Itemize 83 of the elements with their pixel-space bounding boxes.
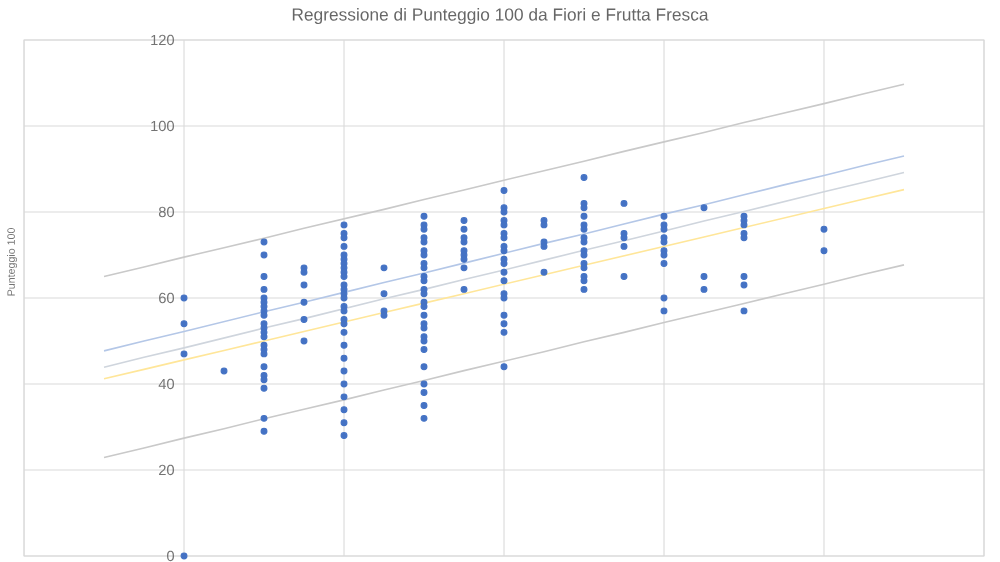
point <box>420 212 428 220</box>
point <box>340 234 348 242</box>
point <box>660 260 668 268</box>
point <box>660 294 668 302</box>
point <box>340 354 348 362</box>
point <box>500 260 508 268</box>
point <box>460 225 468 233</box>
point <box>500 311 508 319</box>
point <box>420 303 428 311</box>
point <box>500 234 508 242</box>
point <box>700 285 708 293</box>
point <box>420 277 428 285</box>
point <box>660 307 668 315</box>
point <box>620 242 628 250</box>
point <box>620 273 628 280</box>
point <box>420 389 428 397</box>
point <box>580 204 588 212</box>
point <box>580 174 588 182</box>
point <box>340 221 348 229</box>
point <box>260 363 268 371</box>
point <box>540 268 548 276</box>
point <box>180 320 188 328</box>
point <box>260 384 268 392</box>
point <box>580 277 588 285</box>
point <box>500 363 508 371</box>
point <box>260 427 268 435</box>
point <box>340 380 348 388</box>
point <box>340 273 348 280</box>
point <box>620 234 628 242</box>
point <box>300 281 308 289</box>
point <box>820 247 828 255</box>
point <box>260 376 268 384</box>
point <box>260 273 268 280</box>
point <box>420 380 428 388</box>
point <box>500 328 508 336</box>
point <box>300 316 308 323</box>
chart-title: Regressione di Punteggio 100 da Fiori e Frutta Fresca <box>292 7 709 25</box>
point <box>460 285 468 293</box>
point <box>700 273 708 280</box>
point <box>740 307 748 315</box>
point <box>620 199 628 207</box>
point <box>420 290 428 298</box>
point <box>500 247 508 255</box>
point <box>180 350 188 358</box>
point <box>340 320 348 328</box>
point <box>340 328 348 336</box>
point <box>340 432 348 440</box>
point <box>700 204 708 212</box>
point <box>580 212 588 220</box>
point <box>340 367 348 375</box>
point <box>300 298 308 306</box>
point <box>660 212 668 220</box>
point <box>460 264 468 272</box>
point <box>340 393 348 401</box>
point <box>260 333 268 341</box>
point <box>260 414 268 422</box>
point <box>340 419 348 427</box>
point <box>420 363 428 371</box>
point <box>260 285 268 293</box>
point <box>420 414 428 422</box>
point <box>500 320 508 328</box>
point <box>380 264 388 272</box>
point <box>740 281 748 289</box>
point <box>260 251 268 259</box>
point <box>580 285 588 293</box>
point <box>500 268 508 276</box>
point <box>180 294 188 302</box>
point <box>500 277 508 285</box>
point <box>420 311 428 319</box>
point <box>500 187 508 194</box>
point <box>420 402 428 409</box>
point <box>460 217 468 225</box>
point <box>740 273 748 280</box>
point <box>740 234 748 242</box>
point <box>380 290 388 298</box>
point <box>340 242 348 250</box>
point <box>340 341 348 349</box>
point <box>420 346 428 354</box>
point <box>260 238 268 246</box>
point <box>820 225 828 233</box>
point <box>300 337 308 345</box>
point <box>340 406 348 414</box>
point <box>220 367 228 375</box>
